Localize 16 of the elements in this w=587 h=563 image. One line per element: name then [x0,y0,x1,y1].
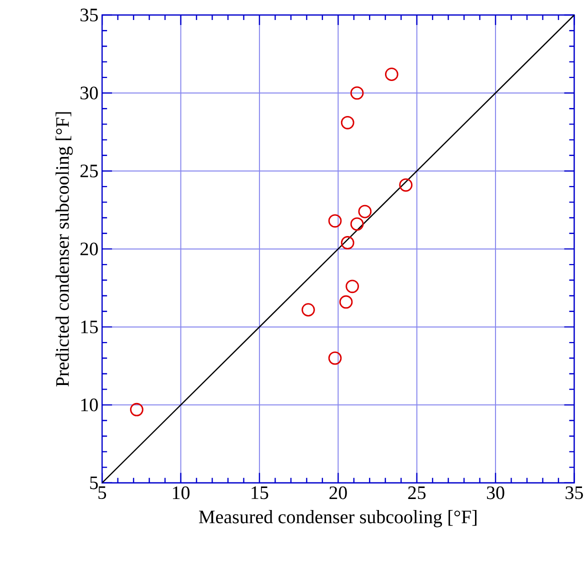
x-tick-label: 20 [330,486,347,500]
x-tick-label: 35 [566,486,583,500]
y-tick-label: 15 [81,320,98,334]
x-tick-label: 25 [408,486,426,500]
y-tick-label: 20 [80,242,98,256]
y-tick-label: 5 [90,476,98,490]
x-tick-label: 30 [486,486,504,500]
x-tick-label: 15 [252,486,268,500]
x-tick-label: 5 [98,486,106,500]
x-tick-label: 10 [172,486,190,500]
y-tick-label: 30 [80,86,98,100]
x-axis-title: Measured condenser subcooling [°F] [198,510,476,528]
y-tick-label: 25 [80,164,98,178]
y-tick-label: 10 [81,398,98,412]
y-tick-label: 35 [80,8,98,22]
y-axis-title: Predicted condenser subcooling [°F] [56,112,73,387]
